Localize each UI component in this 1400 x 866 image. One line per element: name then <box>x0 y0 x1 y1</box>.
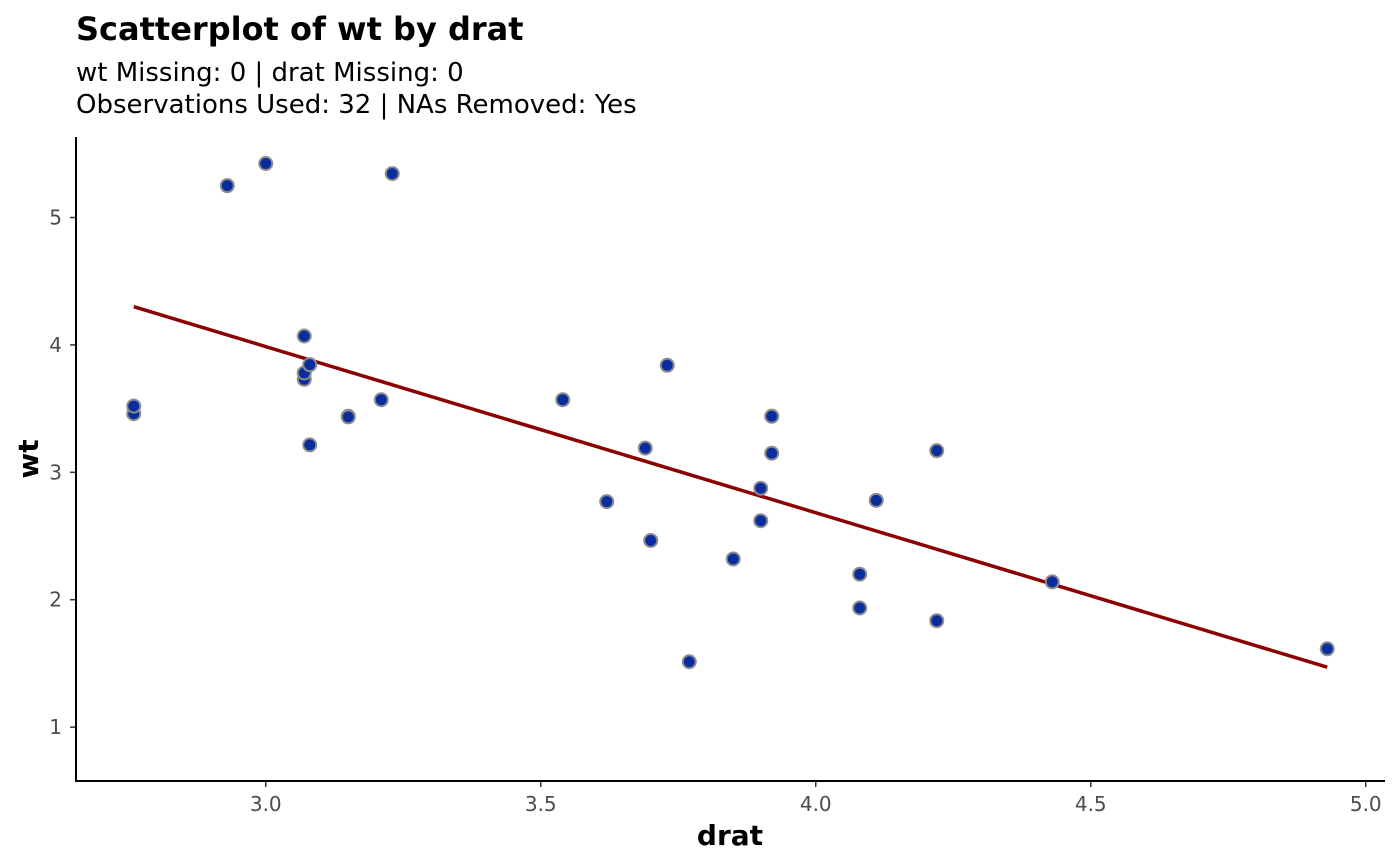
data-points <box>126 155 1335 670</box>
data-point <box>852 600 868 616</box>
data-point <box>637 440 653 456</box>
chart-subtitle-missing: wt Missing: 0 | drat Missing: 0 <box>76 58 464 88</box>
chart-title: Scatterplot of wt by drat <box>76 10 524 48</box>
data-point <box>555 392 571 408</box>
y-tick-label: 5 <box>49 206 62 230</box>
data-point <box>302 357 318 373</box>
data-point <box>296 328 312 344</box>
data-point <box>302 437 318 453</box>
x-tick-label: 4.0 <box>800 792 832 816</box>
x-tick-label: 3.0 <box>250 792 282 816</box>
y-tick-label: 1 <box>49 715 62 739</box>
data-point <box>725 551 741 567</box>
data-point <box>852 566 868 582</box>
data-point <box>681 654 697 670</box>
x-tick-label: 5.0 <box>1350 792 1382 816</box>
data-point <box>753 480 769 496</box>
data-point <box>659 357 675 373</box>
data-point <box>764 445 780 461</box>
regression-line <box>133 305 1328 669</box>
x-axis-title: drat <box>697 819 763 852</box>
data-point <box>384 166 400 182</box>
y-tick-label: 2 <box>49 588 62 612</box>
data-point <box>258 155 274 171</box>
data-point <box>1044 574 1060 590</box>
chart-subtitle-observations: Observations Used: 32 | NAs Removed: Yes <box>76 90 637 120</box>
data-point <box>753 513 769 529</box>
data-point <box>373 392 389 408</box>
data-point <box>764 408 780 424</box>
data-point <box>219 178 235 194</box>
x-tick-label: 3.5 <box>525 792 557 816</box>
data-point <box>340 409 356 425</box>
data-point <box>126 398 142 414</box>
data-point <box>599 494 615 510</box>
y-axis-title: wt <box>12 439 45 478</box>
data-point <box>1319 641 1335 657</box>
y-tick-label: 4 <box>49 333 62 357</box>
data-point <box>929 443 945 459</box>
y-tick-label: 3 <box>49 460 62 484</box>
y-axis-ticks: 1 2 3 4 5 <box>49 206 76 739</box>
regression-line-group <box>133 305 1328 669</box>
x-axis-ticks: 3.0 3.5 4.0 4.5 5.0 <box>250 781 1382 816</box>
x-tick-label: 4.5 <box>1075 792 1107 816</box>
data-point <box>643 532 659 548</box>
data-point <box>929 613 945 629</box>
data-point <box>868 492 884 508</box>
